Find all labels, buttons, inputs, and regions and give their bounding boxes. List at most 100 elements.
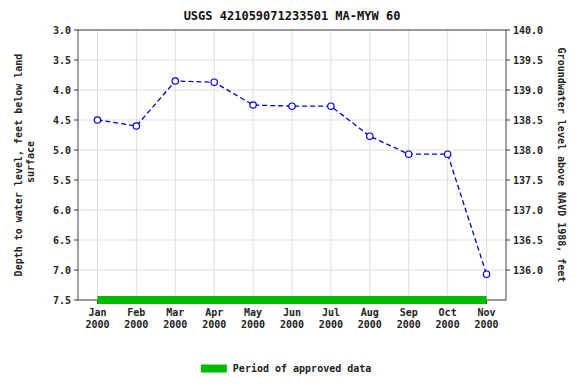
tick bbox=[74, 180, 78, 181]
tick-label: 137.0 bbox=[513, 205, 543, 216]
grid-line bbox=[214, 30, 215, 300]
grid-line bbox=[253, 30, 254, 300]
chart: 3.0 3.5 4.0 4.5 5.0 5.5 6.0 6.5 7.0 7.5 136.0 136.5… bbox=[0, 0, 576, 384]
tick bbox=[506, 120, 510, 121]
legend: Period of approved data bbox=[201, 363, 371, 374]
tick-label: Apr2000 bbox=[202, 307, 226, 330]
text-line: 2000 bbox=[163, 319, 187, 330]
point bbox=[367, 133, 373, 139]
legend-label: Period of approved data bbox=[233, 363, 371, 374]
y-axis: 3.0 3.5 4.0 4.5 5.0 5.5 6.0 6.5 7.0 7.5 bbox=[53, 25, 78, 306]
tick bbox=[506, 150, 510, 151]
point bbox=[94, 117, 100, 123]
tick-label: 138.0 bbox=[513, 145, 543, 156]
tick-label: Feb2000 bbox=[124, 307, 148, 330]
text-line: Feb bbox=[127, 307, 145, 318]
tick-label: May2000 bbox=[241, 307, 265, 330]
tick-label: Sep2000 bbox=[397, 307, 421, 330]
tick-label: 5.0 bbox=[53, 145, 71, 156]
point bbox=[483, 271, 489, 277]
tick bbox=[506, 240, 510, 241]
text-line: Depth to water level, feet below land bbox=[13, 54, 24, 277]
text-line: 2000 bbox=[397, 319, 421, 330]
grid-line bbox=[97, 30, 98, 300]
legend-swatch bbox=[201, 365, 227, 373]
tick bbox=[74, 60, 78, 61]
tick-label: 7.5 bbox=[53, 295, 71, 306]
tick-label: Jul2000 bbox=[319, 307, 343, 330]
tick-label: 139.5 bbox=[513, 55, 543, 66]
text-line: Mar bbox=[166, 307, 184, 318]
tick-label: 7.0 bbox=[53, 265, 71, 276]
y2-axis-label: Groundwater level above NAVD 1988, feet bbox=[556, 48, 567, 283]
grid-line bbox=[175, 30, 176, 300]
text-line: Aug bbox=[361, 307, 379, 318]
x-axis: Jan2000Feb2000Mar2000Apr2000May2000Jun20… bbox=[85, 300, 498, 330]
tick-label: 138.5 bbox=[513, 115, 543, 126]
tick-label: 4.0 bbox=[53, 85, 71, 96]
tick-label: 3.0 bbox=[53, 25, 71, 36]
text-line: Jan bbox=[88, 307, 106, 318]
y2-axis: 136.0 136.5 137.0 137.5 138.0 138.5 139.0 139.5… bbox=[506, 25, 543, 276]
tick-label: Nov2000 bbox=[474, 307, 498, 330]
tick-label: Oct2000 bbox=[436, 307, 460, 330]
text-line: Jul bbox=[322, 307, 340, 318]
tick bbox=[74, 150, 78, 151]
tick-label: 136.5 bbox=[513, 235, 543, 246]
point bbox=[133, 123, 139, 129]
tick bbox=[74, 210, 78, 211]
grid-line bbox=[486, 30, 487, 300]
grid-line bbox=[408, 30, 409, 300]
tick-label: 4.5 bbox=[53, 115, 71, 126]
text-line: 2000 bbox=[85, 319, 109, 330]
plot-frame bbox=[78, 30, 506, 300]
series-line bbox=[97, 81, 486, 274]
tick bbox=[506, 60, 510, 61]
text-line: Nov bbox=[478, 307, 496, 318]
tick-label: 140.0 bbox=[513, 25, 543, 36]
grid-line bbox=[447, 30, 448, 300]
tick-label: 5.5 bbox=[53, 175, 71, 186]
tick bbox=[506, 270, 510, 271]
text-line: 2000 bbox=[474, 319, 498, 330]
point bbox=[250, 102, 256, 108]
tick bbox=[506, 180, 510, 181]
point bbox=[406, 151, 412, 157]
text-line: surface bbox=[25, 141, 36, 189]
tick-label: 6.5 bbox=[53, 235, 71, 246]
tick-label: 139.0 bbox=[513, 85, 543, 96]
tick-label: Mar2000 bbox=[163, 307, 187, 330]
text-line: Oct bbox=[439, 307, 457, 318]
point bbox=[444, 151, 450, 157]
grid-line bbox=[78, 300, 506, 301]
tick bbox=[506, 90, 510, 91]
text-line: 2000 bbox=[124, 319, 148, 330]
tick-label: Aug2000 bbox=[358, 307, 382, 330]
data bbox=[94, 78, 489, 300]
tick-label: Jun2000 bbox=[280, 307, 304, 330]
point bbox=[211, 79, 217, 85]
y-axis-label: Depth to water level, feet below land su… bbox=[13, 54, 36, 277]
grid-line bbox=[292, 30, 293, 300]
grid-line bbox=[369, 30, 370, 300]
text-line: 2000 bbox=[241, 319, 265, 330]
text-line: 2000 bbox=[202, 319, 226, 330]
tick bbox=[74, 120, 78, 121]
text-line: 2000 bbox=[358, 319, 382, 330]
tick bbox=[74, 90, 78, 91]
tick-label: 6.0 bbox=[53, 205, 71, 216]
point bbox=[328, 103, 334, 109]
grid-line bbox=[136, 30, 137, 300]
tick-label: 137.5 bbox=[513, 175, 543, 186]
tick-label: 3.5 bbox=[53, 55, 71, 66]
tick bbox=[74, 240, 78, 241]
tick bbox=[506, 210, 510, 211]
tick-label: 136.0 bbox=[513, 265, 543, 276]
grid-line bbox=[330, 30, 331, 300]
plot-background bbox=[78, 30, 506, 300]
text-line: 2000 bbox=[436, 319, 460, 330]
point bbox=[172, 78, 178, 84]
text-line: Sep bbox=[400, 307, 418, 318]
tick bbox=[74, 300, 78, 301]
title: USGS 421059071233501 MA-MYW 60 bbox=[184, 9, 401, 23]
